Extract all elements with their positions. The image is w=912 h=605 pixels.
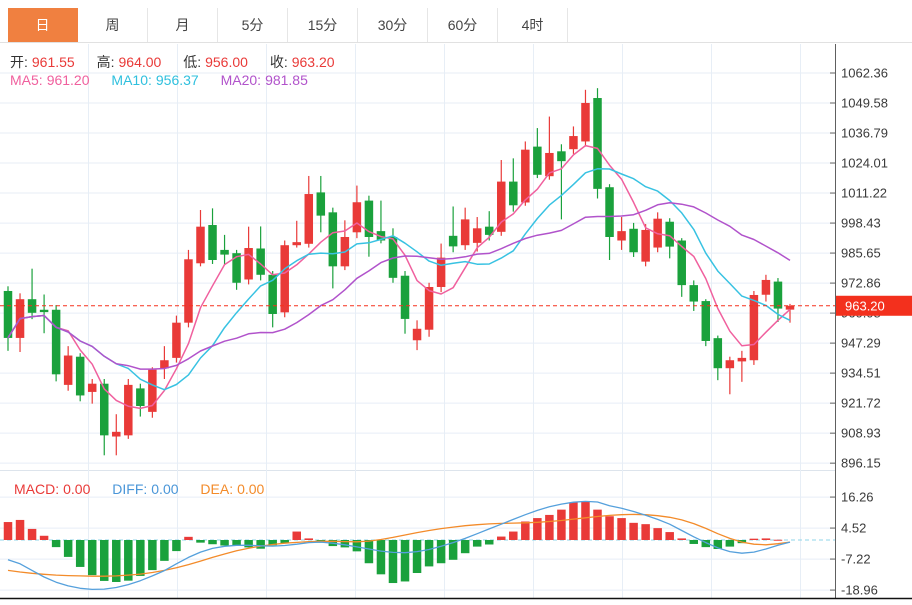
high-value: 964.00 xyxy=(118,54,162,70)
diff-label: DIFF: xyxy=(112,481,148,497)
ma10-value: 956.37 xyxy=(155,72,199,88)
ohlc-legend: 开: 961.55 高: 964.00 低: 956.00 收: 963.20 xyxy=(10,52,339,72)
svg-text:1011.22: 1011.22 xyxy=(841,186,887,201)
low-value: 956.00 xyxy=(205,54,248,70)
ma-lines xyxy=(7,144,791,410)
svg-text:921.72: 921.72 xyxy=(841,396,881,411)
svg-text:896.15: 896.15 xyxy=(841,456,881,471)
timeframe-tabs: 日周月 5分 15分 30分 60分 4时 xyxy=(0,0,912,43)
ma20-label: MA20: xyxy=(220,72,262,88)
macd-value: 0.00 xyxy=(63,481,91,497)
macd-label: MACD: xyxy=(14,481,60,497)
diff-value: 0.00 xyxy=(151,481,179,497)
dea-line xyxy=(7,513,791,577)
dea-label: DEA: xyxy=(200,481,234,497)
tab-week[interactable]: 周 xyxy=(78,8,148,42)
svg-text:963.20: 963.20 xyxy=(845,298,885,313)
tab-4hour[interactable]: 4时 xyxy=(498,8,568,42)
macd-legend: MACD: 0.00 DIFF: 0.00 DEA: 0.00 xyxy=(14,481,268,497)
svg-text:908.93: 908.93 xyxy=(841,426,881,441)
open-label: 开: xyxy=(10,54,28,70)
close-value: 963.20 xyxy=(291,54,335,70)
svg-text:934.51: 934.51 xyxy=(841,366,881,381)
svg-text:1024.01: 1024.01 xyxy=(841,156,888,171)
close-label: 收: xyxy=(269,54,288,70)
ma20-value: 981.85 xyxy=(265,72,308,88)
svg-text:972.86: 972.86 xyxy=(841,276,881,291)
open-value: 961.55 xyxy=(31,54,75,70)
ma10-line xyxy=(7,168,791,391)
current-price-badge: 963.20 xyxy=(836,295,912,316)
tab-day[interactable]: 日 xyxy=(8,8,78,42)
svg-text:947.29: 947.29 xyxy=(841,336,881,351)
high-label: 高: xyxy=(96,54,115,70)
macd-histogram xyxy=(3,501,783,584)
svg-text:4.52: 4.52 xyxy=(841,521,866,536)
ma20-line xyxy=(7,202,791,370)
dea-value: 0.00 xyxy=(237,481,265,497)
ma10-label: MA10: xyxy=(111,72,152,88)
tab-60min[interactable]: 60分 xyxy=(428,8,498,42)
diff-line xyxy=(7,500,791,591)
svg-text:985.65: 985.65 xyxy=(841,246,881,261)
tab-30min[interactable]: 30分 xyxy=(358,8,428,42)
candlesticks xyxy=(3,88,795,456)
svg-text:1036.79: 1036.79 xyxy=(841,126,888,141)
low-label: 低: xyxy=(183,54,202,70)
svg-text:998.43: 998.43 xyxy=(841,216,881,231)
tab-month[interactable]: 月 xyxy=(148,8,218,42)
tab-15min[interactable]: 15分 xyxy=(288,8,358,42)
ma-legend: MA5: 961.20 MA10: 956.37 MA20: 981.85 xyxy=(10,72,312,88)
ma5-label: MA5: xyxy=(10,72,43,88)
svg-text:-7.22: -7.22 xyxy=(841,552,871,567)
ma5-value: 961.20 xyxy=(46,72,90,88)
price-axis: 1062.36 1049.58 1036.79 1024.01 1011.22 998.4… xyxy=(830,44,888,598)
svg-text:1049.58: 1049.58 xyxy=(841,96,888,111)
svg-text:16.26: 16.26 xyxy=(841,490,874,505)
svg-text:-18.96: -18.96 xyxy=(841,583,878,598)
svg-text:1062.36: 1062.36 xyxy=(841,66,888,81)
tab-5min[interactable]: 5分 xyxy=(218,8,288,42)
ma5-line xyxy=(7,144,791,410)
macd-lines xyxy=(7,500,791,591)
